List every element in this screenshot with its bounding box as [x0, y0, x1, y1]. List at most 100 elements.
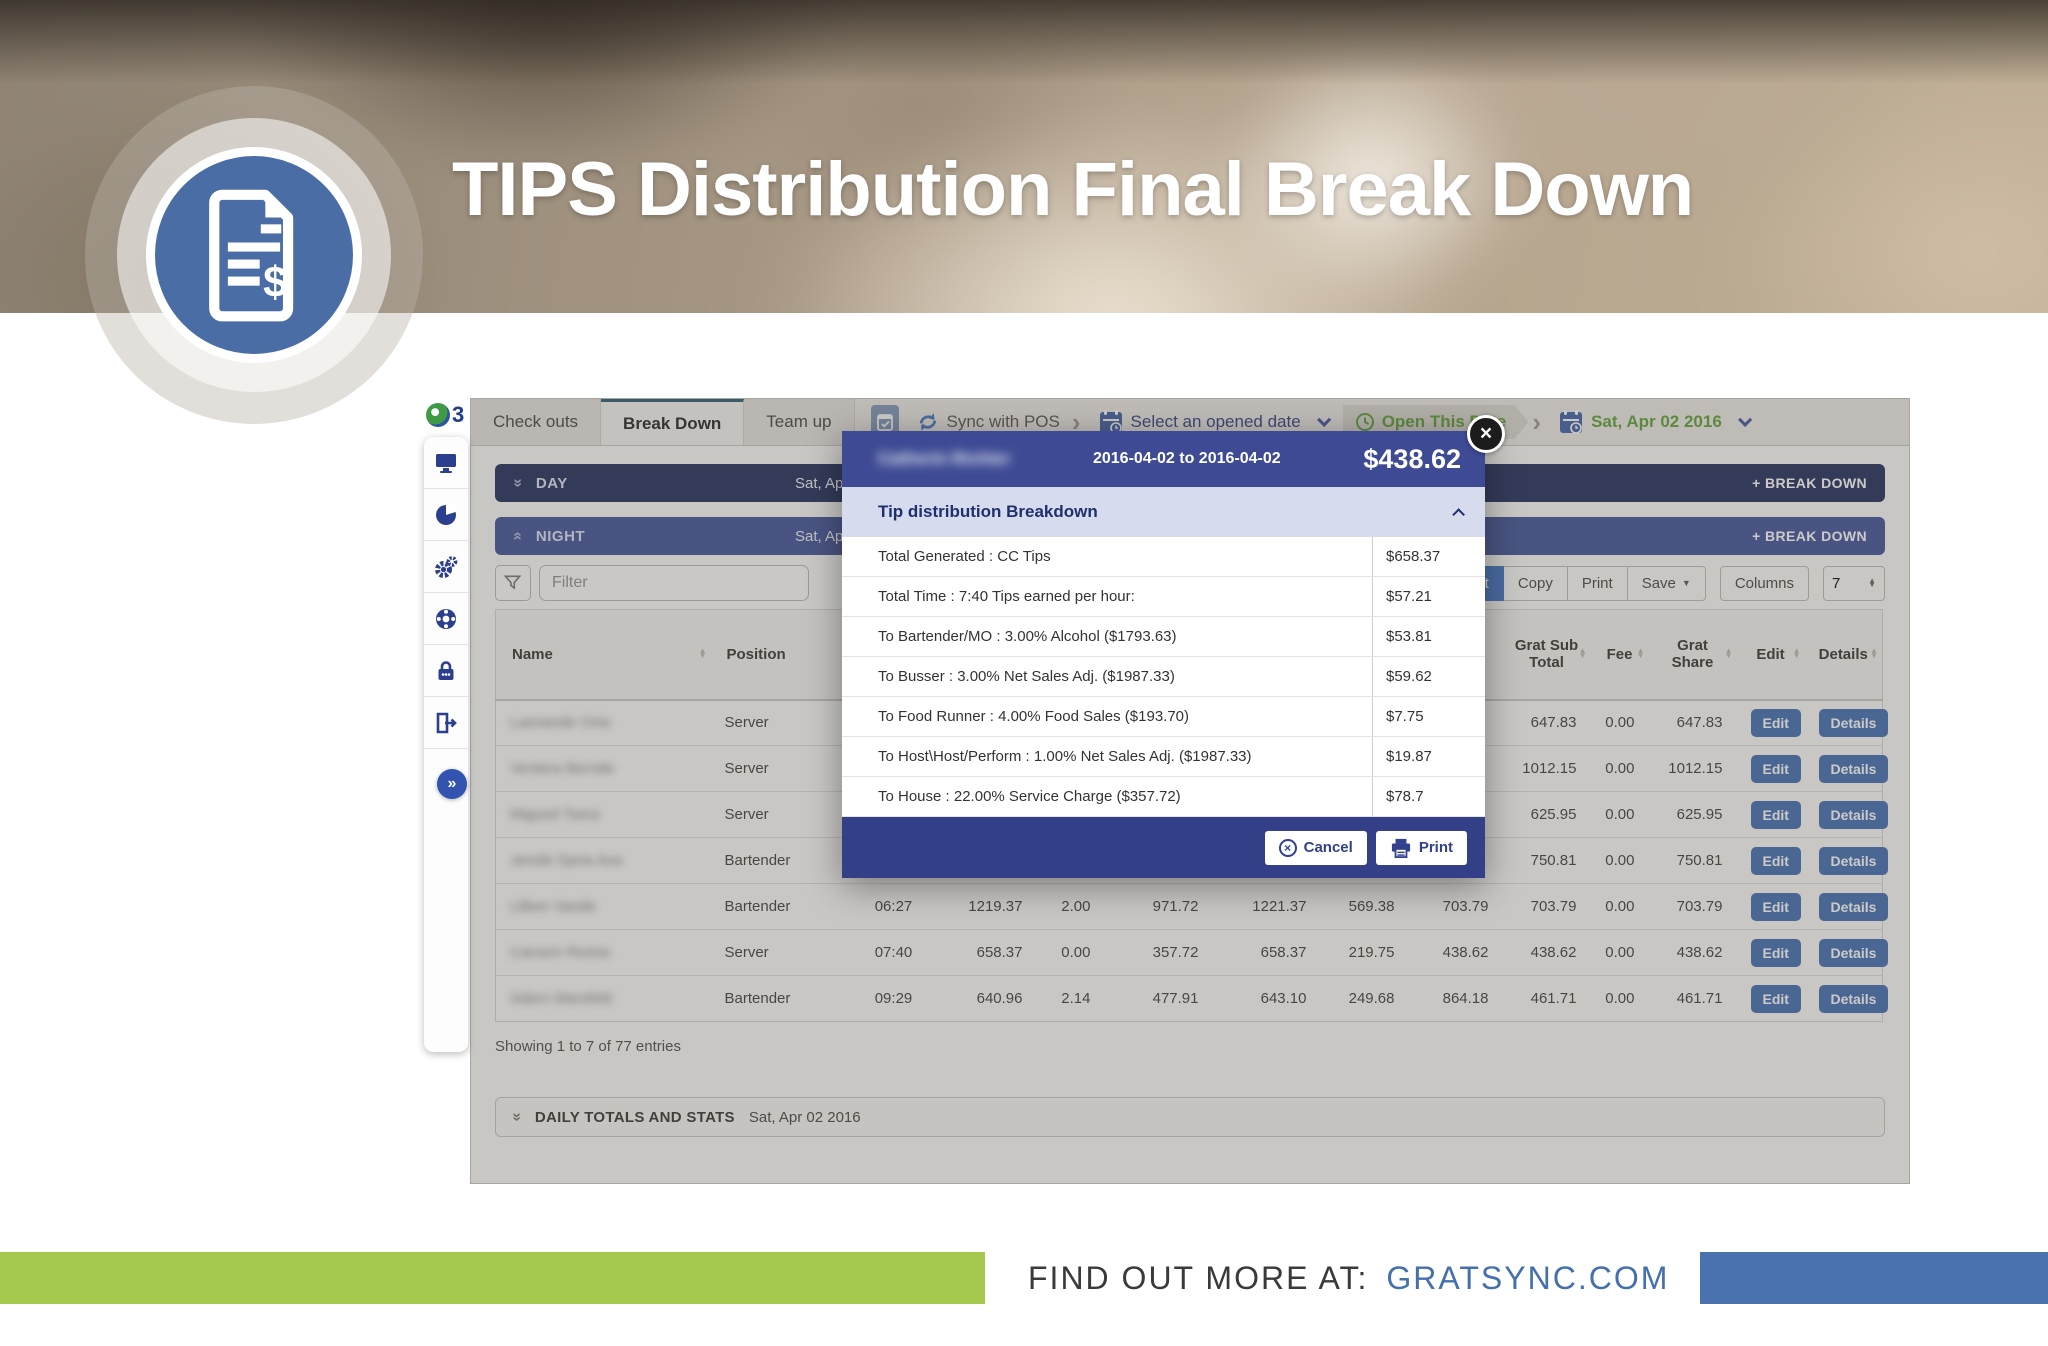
invoice-dollar-icon: $	[195, 188, 313, 322]
breakdown-row: To Busser : 3.00% Net Sales Adj. ($1987.…	[842, 657, 1485, 697]
columns-button[interactable]: Columns	[1719, 565, 1809, 601]
modal-close-button[interactable]: ×	[1467, 415, 1505, 453]
sidebar-item-settings[interactable]	[424, 541, 468, 593]
row-details-button[interactable]: Details	[1818, 800, 1889, 829]
col-header-edit[interactable]: Edit ▲ ▼	[1736, 609, 1805, 701]
print-button[interactable]: Print	[1567, 565, 1628, 601]
cell-value: 643.10	[1212, 975, 1321, 1022]
cell-fee: 0.00	[1590, 929, 1649, 976]
daily-totals-label: DAILY TOTALS AND STATS	[534, 1108, 735, 1126]
col-header-name[interactable]: Name ▲ ▼	[495, 609, 711, 701]
row-edit-button[interactable]: Edit	[1750, 984, 1801, 1013]
breadcrumb-arrow: ›	[1532, 407, 1542, 437]
employee-position: Server	[710, 699, 859, 746]
pie-chart-icon	[434, 502, 458, 527]
sidebar-expand-button[interactable]: »	[437, 769, 467, 799]
col-header-grat-share[interactable]: Grat Share ▲ ▼	[1648, 609, 1737, 701]
tab-break-down[interactable]: Break Down	[601, 399, 745, 445]
cell-value: 438.62	[1408, 929, 1503, 976]
row-details-button[interactable]: Details	[1818, 892, 1889, 921]
breakdown-value: $53.81	[1372, 617, 1485, 656]
cell-value: 0.00	[1036, 929, 1105, 976]
sidebar-item-support[interactable]	[424, 593, 468, 645]
select-opened-date[interactable]: Select an opened date	[1099, 399, 1331, 445]
footer-green-bar	[0, 1252, 985, 1304]
cell-grat-share: 438.62	[1648, 929, 1737, 976]
print-label: Print	[1418, 839, 1453, 856]
row-details-button[interactable]: Details	[1818, 984, 1889, 1013]
daily-totals-date: Sat, Apr 02 2016	[748, 1108, 861, 1126]
breakdown-value: $7.75	[1372, 697, 1485, 736]
breakdown-row: To Host\Host/Perform : 1.00% Net Sales A…	[842, 737, 1485, 777]
print-button-modal[interactable]: Print	[1375, 830, 1467, 865]
cancel-button[interactable]: × Cancel	[1264, 830, 1367, 865]
logout-icon	[434, 711, 458, 735]
employee-name-blurred: Ventera Berrale	[510, 760, 615, 777]
clock-icon	[1355, 412, 1375, 432]
spinner-arrows-icon: ▲ ▼	[1868, 575, 1876, 589]
sync-with-pos[interactable]: Sync with POS ›	[917, 399, 1081, 445]
cell-value: 477.91	[1104, 975, 1213, 1022]
sidebar-item-reports[interactable]	[424, 489, 468, 541]
col-header-grat-sub-total[interactable]: Grat Sub Total ▲ ▼	[1502, 609, 1591, 701]
cell-fee: 0.00	[1590, 699, 1649, 746]
row-details-button[interactable]: Details	[1818, 708, 1889, 737]
gratsync-url: GRATSYNC.COM	[1386, 1259, 1670, 1296]
modal-header: Catherin Richter 2016-04-02 to 2016-04-0…	[842, 431, 1485, 487]
cell-fee: 0.00	[1590, 745, 1649, 792]
col-header-details[interactable]: Details ▲ ▼	[1804, 609, 1883, 701]
row-details-button[interactable]: Details	[1818, 846, 1889, 875]
row-details-button[interactable]: Details	[1818, 938, 1889, 967]
tab-team-up[interactable]: Team up	[744, 399, 855, 445]
col-header-position[interactable]: Position▲▼	[710, 609, 859, 701]
day-break-down-button[interactable]: + BREAK DOWN	[1752, 475, 1867, 491]
row-edit-button[interactable]: Edit	[1750, 708, 1801, 737]
columns-count-spinner[interactable]: 7 ▲ ▼	[1823, 565, 1885, 601]
breadcrumb-arrow: ›	[1071, 407, 1081, 437]
footer-text: FIND OUT MORE AT: GRATSYNC.COM	[1028, 1252, 1693, 1304]
cell-fee: 0.00	[1590, 883, 1649, 930]
employee-position: Bartender	[710, 975, 859, 1022]
sidebar-item-logout[interactable]	[424, 697, 468, 749]
modal-section-header[interactable]: Tip distribution Breakdown	[842, 487, 1485, 537]
filter-input[interactable]	[539, 565, 809, 601]
row-edit-button[interactable]: Edit	[1750, 938, 1801, 967]
cell-grat-share: 625.95	[1648, 791, 1737, 838]
breakdown-label: To Busser : 3.00% Net Sales Adj. ($1987.…	[878, 668, 1175, 685]
cell-value: 640.96	[928, 975, 1037, 1022]
breakdown-value: $59.62	[1372, 657, 1485, 696]
sort-icon: ▲▼	[1724, 646, 1733, 661]
tab-check-outs[interactable]: Check outs	[471, 399, 602, 445]
current-date-picker[interactable]: Sat, Apr 02 2016	[1559, 399, 1752, 445]
sort-icon: ▲▼	[698, 646, 707, 661]
gratsync-logo-icon	[426, 403, 450, 427]
cell-grat-sub-total: 1012.15	[1502, 745, 1591, 792]
row-edit-button[interactable]: Edit	[1750, 892, 1801, 921]
col-header-fee[interactable]: Fee ▲ ▼	[1590, 609, 1649, 701]
calendar-icon	[1099, 409, 1123, 435]
select-date-label: Select an opened date	[1130, 412, 1301, 431]
row-edit-button[interactable]: Edit	[1750, 800, 1801, 829]
filter-button[interactable]	[495, 565, 531, 601]
cell-value: 357.72	[1104, 929, 1213, 976]
sort-icon: ▲▼	[1578, 646, 1587, 661]
sort-icon: ▲▼	[1636, 646, 1645, 661]
save-label: Save	[1641, 574, 1676, 592]
breakdown-row: To House : 22.00% Service Charge ($357.7…	[842, 777, 1485, 817]
sidebar-item-security[interactable]	[424, 645, 468, 697]
row-details-button[interactable]: Details	[1818, 754, 1889, 783]
modal-rows: Total Generated : CC Tips $658.37 Total …	[842, 537, 1485, 817]
copy-button[interactable]: Copy	[1503, 565, 1568, 601]
row-edit-button[interactable]: Edit	[1750, 754, 1801, 783]
night-break-down-button[interactable]: + BREAK DOWN	[1752, 528, 1867, 544]
cell-value: 1221.37	[1212, 883, 1321, 930]
row-edit-button[interactable]: Edit	[1750, 846, 1801, 875]
save-dropdown[interactable]: Save ▼	[1627, 565, 1706, 601]
cell-grat-share: 703.79	[1648, 883, 1737, 930]
breakdown-value: $78.7	[1372, 777, 1485, 816]
daily-totals-bar[interactable]: » DAILY TOTALS AND STATS Sat, Apr 02 201…	[495, 1097, 1885, 1137]
sidebar-item-dashboard[interactable]	[424, 437, 468, 489]
employee-name-blurred: Adern Marsfeld	[510, 990, 612, 1007]
employee-position: Bartender	[710, 837, 859, 884]
